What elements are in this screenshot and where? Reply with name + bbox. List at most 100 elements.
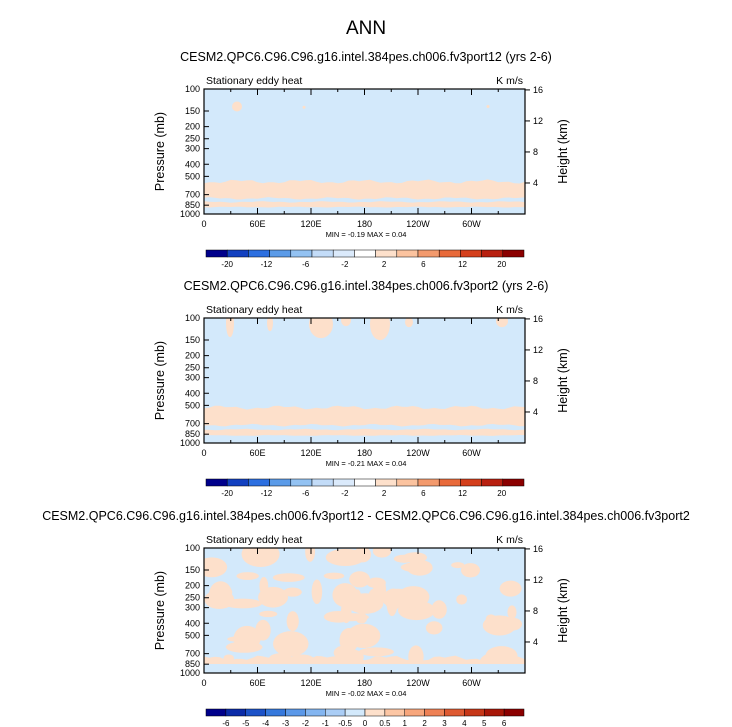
colorbar-box [438, 249, 461, 258]
positive-patch [456, 594, 468, 605]
colorbar-box [311, 249, 334, 258]
y-tick-label: 100 [185, 84, 200, 94]
positive-patch [252, 549, 264, 556]
y2-tick-label: 12 [533, 345, 543, 355]
colorbar-box [502, 478, 525, 487]
positive-patch [431, 600, 447, 619]
positive-patch [273, 631, 309, 657]
y-tick-label: 250 [185, 363, 200, 373]
panel-title: CESM2.QPC6.C96.C96.g16.intel.384pes.ch00… [184, 279, 549, 293]
colorbar-box [311, 478, 334, 487]
colorbar-box [481, 249, 504, 258]
colorbar-box [502, 249, 525, 258]
panel-1: CESM2.QPC6.C96.C96.g16.intel.384pes.ch00… [153, 50, 570, 269]
colorbar-box [225, 708, 246, 717]
stats-label: MIN = -0.21 MAX = 0.04 [326, 459, 407, 468]
positive-patch [366, 577, 386, 589]
panel-3: CESM2.QPC6.C96.C96.g16.intel.384pes.ch00… [42, 509, 690, 727]
colorbar-label: -6 [302, 260, 310, 269]
panel-left-label: Stationary eddy heat [206, 304, 302, 316]
panel-left-label: Stationary eddy heat [206, 534, 302, 546]
x-tick-label: 120W [406, 678, 430, 688]
positive-patch [309, 318, 333, 339]
colorbar-box [290, 478, 313, 487]
colorbar-box [332, 249, 355, 258]
y-tick-label: 1000 [180, 438, 200, 448]
y-tick-label: 850 [185, 200, 200, 210]
colorbar-box [245, 708, 266, 717]
y2-axis-title: Height (km) [556, 119, 570, 184]
positive-patch [267, 318, 273, 332]
stats-label: MIN = -0.19 MAX = 0.04 [326, 230, 407, 239]
colorbar-box [481, 478, 504, 487]
colorbar-box [269, 478, 292, 487]
positive-patch [259, 610, 278, 618]
positive-patch [223, 654, 235, 662]
positive-patch [393, 554, 415, 563]
colorbar-label: -2 [341, 260, 349, 269]
panel-units-label: K m/s [496, 304, 523, 316]
y-tick-label: 400 [185, 388, 200, 398]
x-tick-label: 120E [300, 219, 321, 229]
positive-patch [372, 548, 392, 558]
y2-tick-label: 12 [533, 116, 543, 126]
colorbar-label: -4 [262, 719, 270, 727]
x-tick-label: 0 [201, 448, 206, 458]
colorbar-label: 6 [421, 260, 426, 269]
y-tick-label: 500 [185, 630, 200, 640]
y2-tick-label: 4 [533, 637, 538, 647]
colorbar-box [205, 478, 228, 487]
y-tick-label: 300 [185, 373, 200, 383]
positive-patch [325, 548, 365, 566]
positive-patch [286, 611, 299, 632]
colorbar-box [269, 249, 292, 258]
colorbar-label: 1 [403, 719, 408, 727]
positive-patch [405, 318, 413, 328]
figure-title: ANN [346, 18, 386, 39]
colorbar-box [444, 708, 465, 717]
y2-tick-label: 8 [533, 376, 538, 386]
colorbar-box [375, 478, 398, 487]
surface-band [204, 201, 525, 208]
positive-patch [425, 621, 443, 635]
y-tick-label: 150 [185, 335, 200, 345]
colorbar-label: -1 [322, 719, 330, 727]
y-tick-label: 700 [185, 649, 200, 659]
colorbar-label: 0.5 [379, 719, 391, 727]
colorbar-box [354, 249, 376, 258]
y-tick-label: 150 [185, 106, 200, 116]
colorbar-label: 12 [458, 260, 467, 269]
plot-area [204, 548, 525, 673]
stats-label: MIN = -0.02 MAX = 0.04 [326, 689, 407, 698]
y2-axis-title: Height (km) [556, 348, 570, 413]
y2-tick-label: 4 [533, 407, 538, 417]
colorbar-box [290, 249, 313, 258]
colorbar-box [396, 249, 419, 258]
colorbar-label: -12 [261, 260, 273, 269]
y-tick-label: 200 [185, 351, 200, 361]
y-tick-label: 400 [185, 618, 200, 628]
colorbar-box [417, 478, 440, 487]
colorbar-label: 12 [458, 489, 467, 498]
y-tick-label: 150 [185, 565, 200, 575]
y-tick-label: 500 [185, 400, 200, 410]
colorbar-label: 2 [382, 260, 387, 269]
colorbar-box [364, 708, 386, 717]
x-tick-label: 60W [462, 448, 481, 458]
y2-tick-label: 8 [533, 147, 538, 157]
positive-patch [341, 318, 351, 327]
colorbar-label: -12 [261, 489, 273, 498]
surface-band [204, 428, 525, 436]
x-tick-label: 120W [406, 219, 430, 229]
colorbar-box [248, 478, 270, 487]
colorbar-box [354, 478, 376, 487]
positive-patch [486, 104, 490, 108]
positive-patch [349, 571, 371, 588]
colorbar-box [226, 249, 249, 258]
panel-units-label: K m/s [496, 75, 523, 87]
y2-tick-label: 4 [533, 178, 538, 188]
colorbar-box [285, 708, 306, 717]
colorbar-box [424, 708, 445, 717]
positive-patch [283, 587, 302, 597]
positive-patch [311, 579, 323, 605]
